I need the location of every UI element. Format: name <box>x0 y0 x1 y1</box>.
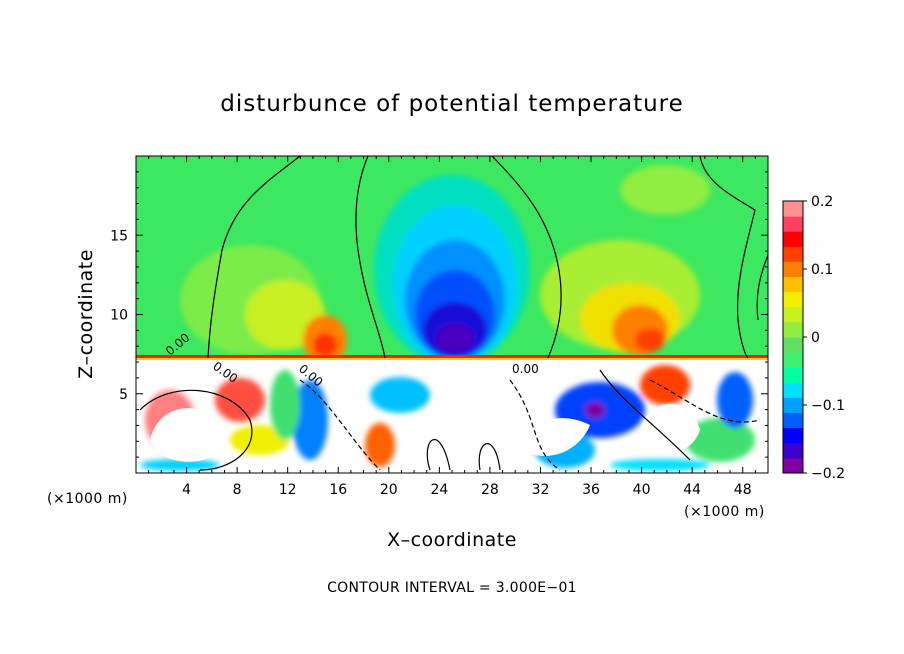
warm-core-left-center <box>313 333 337 357</box>
colorbar-swatch <box>783 291 803 308</box>
contour-lower-5 <box>509 379 561 471</box>
x-axis-label: X–coordinate <box>387 529 517 551</box>
contour-zero-right-edge <box>756 254 768 321</box>
colorbar-tick-label: −0.1 <box>811 398 845 414</box>
lower-cold-right-3 <box>717 372 753 428</box>
colorbar-swatch <box>783 201 803 217</box>
contour-lower-7 <box>649 379 761 423</box>
contour-zero-left <box>207 156 301 359</box>
plot-area: 0.00 0.00 0.00 0.00 4 8 12 16 20 24 28 32 36 40 44… <box>110 155 769 498</box>
colorbar-tick-label: 0.2 <box>811 194 833 210</box>
white-core-far-right <box>640 403 700 453</box>
white-core-left <box>150 408 225 462</box>
colorbar-ticks: 0.2 0.1 0 −0.1 −0.2 <box>803 194 845 482</box>
x-tick-label: 36 <box>582 482 600 498</box>
interface-band-yellow <box>136 358 768 360</box>
colorbar-swatch <box>783 427 803 444</box>
x-tick-label: 8 <box>233 482 242 498</box>
lower-green-band <box>270 370 300 440</box>
contour-lower-2 <box>299 379 381 471</box>
colorbar-swatch <box>783 397 803 414</box>
x-tick-label: 44 <box>683 482 701 498</box>
lower-warm-center-left <box>365 423 395 467</box>
colorbar-swatch <box>783 367 803 383</box>
field-layer: 0.00 0.00 0.00 0.00 <box>136 156 768 473</box>
lower-cold-band-1 <box>292 380 328 460</box>
lower-green-right <box>685 418 755 462</box>
colorbar-swatch <box>783 442 803 459</box>
x-tick-label: 28 <box>481 482 499 498</box>
x-unit-right: (×1000 m) <box>684 504 765 520</box>
x-tick-label: 12 <box>279 482 297 498</box>
x-tick-label: 40 <box>633 482 651 498</box>
lower-cold-center <box>370 377 430 413</box>
colorbar-swatch <box>783 231 803 247</box>
contour-zero-plume-right <box>491 156 562 359</box>
colorbar-tick-label: 0 <box>811 330 820 346</box>
y-axis: 5 10 15 <box>110 171 768 458</box>
lower-white-cores <box>150 380 700 470</box>
contour-label-4: 0.00 <box>512 362 539 376</box>
colorbar-swatch <box>783 276 803 293</box>
warm-core-right-center <box>635 328 665 352</box>
y-axis-label: Z–coordinate <box>75 249 97 379</box>
x-tick-label: 16 <box>329 482 347 498</box>
lower-warm-left2 <box>215 378 265 422</box>
x-axis: 4 8 12 16 20 24 28 32 36 40 44 48 <box>148 156 756 498</box>
contour-lower-4 <box>478 443 501 471</box>
upper-field-features <box>180 165 710 365</box>
colorbar-swatches <box>783 201 803 474</box>
x-unit-left: (×1000 m) <box>47 491 128 507</box>
y-tick-label: 5 <box>119 387 128 403</box>
x-tick-label: 32 <box>532 482 550 498</box>
colorbar-swatch <box>783 382 803 398</box>
colorbar-swatch <box>783 261 803 278</box>
colorbar-tick-label: −0.2 <box>811 466 845 482</box>
contour-lower-6 <box>599 369 691 461</box>
colorbar-swatch <box>783 321 803 338</box>
colorbar-swatch <box>783 306 803 323</box>
colorbar-tick-label: 0.1 <box>811 262 833 278</box>
colorbar-swatch <box>783 412 803 429</box>
white-core-center <box>417 380 493 470</box>
colorbar-swatch <box>783 337 803 353</box>
contour-zero-right <box>699 156 756 359</box>
colorbar-swatch <box>783 246 803 262</box>
lower-purple-right <box>585 402 605 418</box>
y-tick-label: 10 <box>110 308 128 324</box>
interface-band-red <box>136 355 768 358</box>
lower-cyan-bottom <box>610 459 710 471</box>
x-tick-label: 24 <box>430 482 448 498</box>
colorbar-swatch <box>783 457 803 474</box>
lower-warm-right <box>640 365 690 405</box>
contour-interval-note: CONTOUR INTERVAL = 3.000E−01 <box>327 580 577 596</box>
x-tick-label: 20 <box>380 482 398 498</box>
colorbar: 0.2 0.1 0 −0.1 −0.2 <box>782 194 845 482</box>
x-tick-label: 48 <box>734 482 752 498</box>
y-tick-label: 15 <box>110 228 128 244</box>
x-tick-label: 4 <box>182 482 191 498</box>
colorbar-swatch <box>783 216 803 232</box>
contour-lower-1 <box>139 389 253 471</box>
contour-lower-3 <box>426 438 451 471</box>
lower-yellow-left <box>230 425 290 455</box>
cold-plume-center <box>435 324 475 352</box>
contour-zero-plume-left <box>355 156 386 359</box>
white-core-right <box>520 418 590 456</box>
chart-title: disturbunce of potential temperature <box>220 91 684 117</box>
contour-lines <box>139 156 768 471</box>
lower-cyan-bottom-left <box>140 459 220 471</box>
warm-patch-upper-right <box>620 165 710 215</box>
colorbar-swatch <box>783 352 803 368</box>
